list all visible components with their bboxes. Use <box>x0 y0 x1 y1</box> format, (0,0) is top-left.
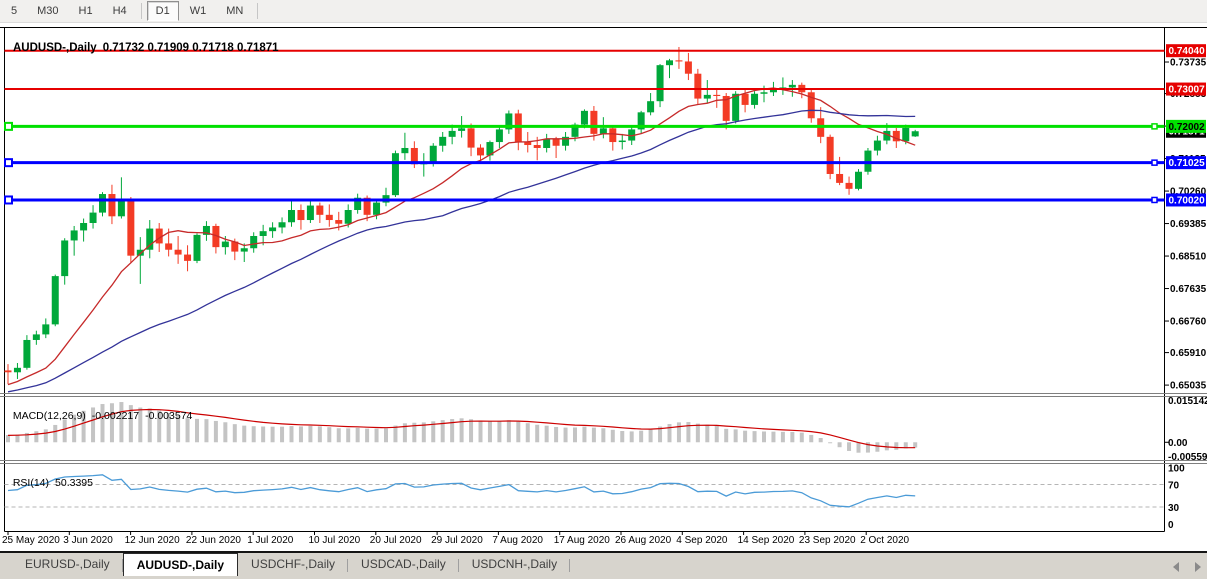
svg-text:30: 30 <box>1168 503 1180 514</box>
tab-usdcnh-daily[interactable]: USDCNH-,Daily <box>459 554 571 575</box>
svg-text:0.65910: 0.65910 <box>1170 348 1207 359</box>
svg-text:10 Jul 2020: 10 Jul 2020 <box>309 535 361 546</box>
tab-scroll-left-button[interactable] <box>1173 562 1179 572</box>
svg-text:0.69385: 0.69385 <box>1170 219 1207 230</box>
svg-text:14 Sep 2020: 14 Sep 2020 <box>738 535 795 546</box>
macd-indicator-header: MACD(12,26,9) -0.002217 -0.003574 <box>7 398 198 422</box>
timeframe-toolbar: 5 M30 H1 H4 D1 W1 MN <box>0 0 1207 23</box>
tab-separator <box>347 559 349 572</box>
svg-text:1 Jul 2020: 1 Jul 2020 <box>247 535 294 546</box>
timeframe-button-d1[interactable]: D1 <box>146 1 179 21</box>
svg-text:0.71025: 0.71025 <box>1169 158 1206 169</box>
svg-text:0.74040: 0.74040 <box>1169 46 1206 57</box>
svg-text:4 Sep 2020: 4 Sep 2020 <box>676 535 728 546</box>
svg-text:0.70020: 0.70020 <box>1169 195 1206 206</box>
chart-window-header: AUDUSD-,Daily 0.71732 0.71909 0.71718 0.7… <box>7 30 285 54</box>
tab-scroll-right-button[interactable] <box>1195 562 1201 572</box>
svg-text:0.67635: 0.67635 <box>1170 284 1207 295</box>
chart-tab-bar: EURUSD-,Daily AUDUSD-,Daily USDCHF-,Daily U… <box>0 551 1207 579</box>
svg-text:0.73007: 0.73007 <box>1169 85 1206 96</box>
tab-separator <box>569 559 571 572</box>
svg-text:29 Jul 2020: 29 Jul 2020 <box>431 535 483 546</box>
svg-text:20 Jul 2020: 20 Jul 2020 <box>370 535 422 546</box>
chart-symbol-title: AUDUSD-,Daily <box>12 42 97 54</box>
svg-text:100: 100 <box>1168 464 1185 475</box>
timeframe-button-m30[interactable]: M30 <box>37 5 59 17</box>
svg-text:70: 70 <box>1168 480 1180 491</box>
toolbar-separator <box>140 3 142 19</box>
timeframe-button-5[interactable]: 5 <box>11 5 18 17</box>
svg-text:22 Jun 2020: 22 Jun 2020 <box>186 535 241 546</box>
tab-separator <box>121 559 123 572</box>
svg-text:0.015142: 0.015142 <box>1168 396 1207 407</box>
svg-text:23 Sep 2020: 23 Sep 2020 <box>799 535 856 546</box>
svg-text:0.68510: 0.68510 <box>1170 252 1207 263</box>
rsi-indicator-header: RSI(14) 50.3395 <box>7 465 99 489</box>
timeframe-button-w1[interactable]: W1 <box>189 5 207 17</box>
svg-text:0.70260: 0.70260 <box>1170 187 1207 198</box>
tab-usdchf-daily[interactable]: USDCHF-,Daily <box>238 554 349 575</box>
svg-text:0.65035: 0.65035 <box>1170 381 1207 392</box>
macd-label: MACD(12,26,9) <box>12 410 86 422</box>
ma-slow-line <box>7 109 916 393</box>
rsi-value: 50.3395 <box>55 477 93 489</box>
tab-eurusd-daily[interactable]: EURUSD-,Daily <box>12 554 123 575</box>
svg-text:25 May 2020: 25 May 2020 <box>2 535 60 546</box>
timeframe-button-h4[interactable]: H4 <box>112 5 127 17</box>
svg-text:2 Oct 2020: 2 Oct 2020 <box>860 535 909 546</box>
tab-audusd-daily[interactable]: AUDUSD-,Daily <box>122 553 239 576</box>
macd-signal-value: -0.003574 <box>145 410 193 422</box>
svg-text:17 Aug 2020: 17 Aug 2020 <box>554 535 611 546</box>
svg-text:26 Aug 2020: 26 Aug 2020 <box>615 535 672 546</box>
timeframe-button-mn[interactable]: MN <box>226 5 244 17</box>
macd-value: -0.002217 <box>91 410 140 422</box>
rsi-label: RSI(14) <box>12 477 50 489</box>
svg-text:0.00: 0.00 <box>1168 438 1188 449</box>
toolbar-separator <box>257 3 259 19</box>
tab-scroll-controls <box>1173 562 1201 572</box>
tab-usdcad-daily[interactable]: USDCAD-,Daily <box>348 554 459 575</box>
timeframe-button-h1[interactable]: H1 <box>78 5 93 17</box>
tab-separator <box>457 559 459 572</box>
svg-text:7 Aug 2020: 7 Aug 2020 <box>492 535 543 546</box>
svg-text:0: 0 <box>1168 520 1174 531</box>
chart-ohlc-values: 0.71732 0.71909 0.71718 0.71871 <box>102 42 279 54</box>
svg-text:3 Jun 2020: 3 Jun 2020 <box>63 535 113 546</box>
svg-text:-0.005595: -0.005595 <box>1168 452 1207 463</box>
svg-text:0.66760: 0.66760 <box>1170 317 1207 328</box>
svg-text:0.72002: 0.72002 <box>1169 122 1206 133</box>
svg-text:12 Jun 2020: 12 Jun 2020 <box>125 535 180 546</box>
svg-text:0.73735: 0.73735 <box>1170 58 1207 69</box>
